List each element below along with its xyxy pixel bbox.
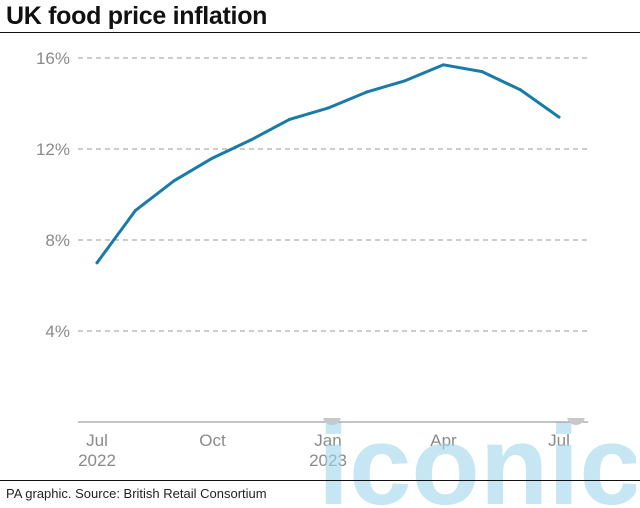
data-point [134,208,137,212]
x-tick-label: Oct [199,431,226,450]
data-point [557,115,561,119]
source-note: PA graphic. Source: British Retail Conso… [6,486,267,501]
data-point [519,88,522,92]
data-point [365,90,368,94]
data-point [326,106,330,110]
x-tick-label: Apr [430,431,457,450]
x-tick-year-label: 2023 [309,451,347,470]
x-tick-year-label: 2022 [78,451,116,470]
data-point [442,63,445,67]
data-point [211,156,214,160]
data-point [172,179,176,183]
x-tick-label: Jul [548,431,570,450]
series-line [95,63,561,265]
data-point [95,261,99,265]
y-tick-label: 16% [36,49,70,68]
y-tick-label: 12% [36,140,70,159]
title-divider [0,32,640,33]
data-point [403,79,407,83]
data-point [249,138,253,142]
gridlines [78,57,588,332]
data-point [288,117,291,121]
x-tick-label: Jan [314,431,341,450]
x-tick-label: Jul [86,431,108,450]
y-tick-label: 8% [45,231,70,250]
y-axis-ticks: 4% 8% 12% 16% [36,49,70,341]
data-point [480,70,484,74]
chart-title: UK food price inflation [6,2,268,30]
y-tick-label: 4% [45,322,70,341]
source-divider [0,480,640,481]
series-layer [95,63,561,265]
